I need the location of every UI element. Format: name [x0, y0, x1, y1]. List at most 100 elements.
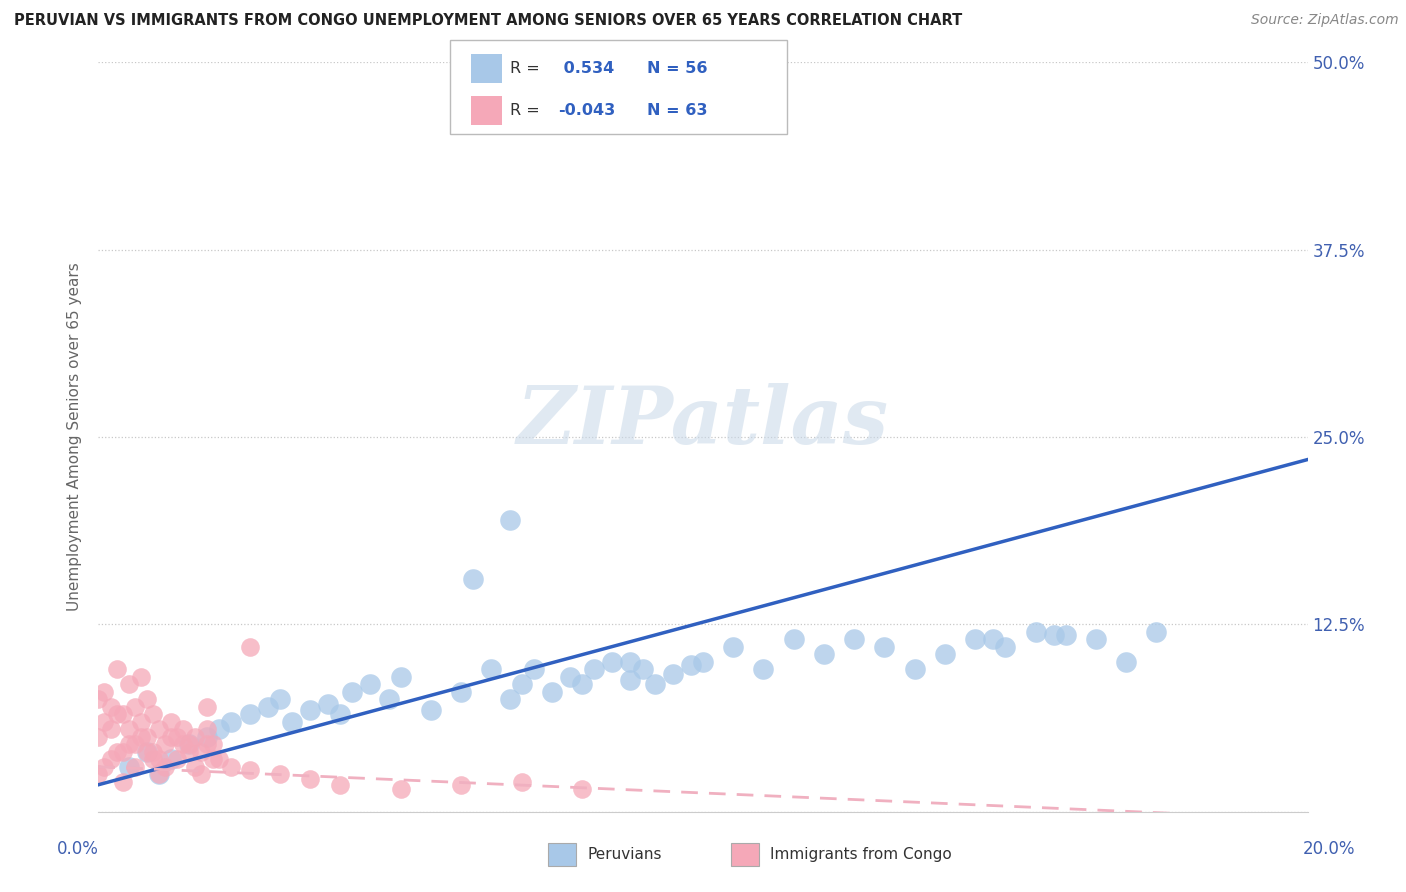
- Point: [135, 745, 157, 759]
- Point: [1115, 655, 1137, 669]
- Point: [510, 774, 533, 789]
- Point: [142, 745, 165, 759]
- Point: [172, 723, 194, 737]
- Point: [269, 692, 291, 706]
- Point: [118, 737, 141, 751]
- Point: [148, 752, 170, 766]
- Text: Immigrants from Congo: Immigrants from Congo: [770, 847, 952, 862]
- Point: [692, 655, 714, 669]
- Point: [329, 778, 352, 792]
- Point: [148, 767, 170, 781]
- Text: R =: R =: [510, 103, 540, 119]
- Point: [135, 730, 157, 744]
- Point: [179, 745, 201, 759]
- Point: [965, 632, 987, 647]
- Point: [752, 662, 775, 676]
- Point: [631, 662, 654, 676]
- Point: [377, 692, 399, 706]
- Point: [844, 632, 866, 647]
- Point: [644, 677, 666, 691]
- Point: [195, 723, 218, 737]
- Point: [463, 573, 485, 587]
- Point: [540, 685, 562, 699]
- Point: [1085, 632, 1108, 647]
- Point: [105, 662, 128, 676]
- Point: [1144, 624, 1167, 639]
- Point: [202, 737, 225, 751]
- Point: [142, 752, 165, 766]
- Point: [105, 707, 128, 722]
- Point: [118, 677, 141, 691]
- Point: [87, 767, 110, 781]
- Point: [129, 714, 152, 729]
- Point: [498, 692, 520, 706]
- Point: [118, 723, 141, 737]
- Point: [316, 697, 339, 711]
- Point: [602, 655, 624, 669]
- Point: [148, 767, 170, 781]
- Point: [129, 730, 152, 744]
- Point: [179, 737, 201, 751]
- Point: [208, 723, 231, 737]
- Point: [299, 772, 322, 786]
- Point: [558, 670, 581, 684]
- Text: N = 63: N = 63: [647, 103, 707, 119]
- Point: [111, 774, 134, 789]
- Point: [873, 640, 896, 654]
- Point: [420, 703, 443, 717]
- Point: [329, 707, 352, 722]
- Text: R =: R =: [510, 61, 540, 76]
- Point: [783, 632, 806, 647]
- Point: [153, 760, 176, 774]
- Point: [1054, 628, 1077, 642]
- Point: [166, 730, 188, 744]
- Point: [281, 714, 304, 729]
- Text: PERUVIAN VS IMMIGRANTS FROM CONGO UNEMPLOYMENT AMONG SENIORS OVER 65 YEARS CORRE: PERUVIAN VS IMMIGRANTS FROM CONGO UNEMPL…: [14, 13, 962, 29]
- Point: [994, 640, 1017, 654]
- Point: [124, 699, 146, 714]
- Point: [239, 707, 262, 722]
- Point: [619, 655, 641, 669]
- Point: [571, 782, 593, 797]
- Point: [904, 662, 927, 676]
- Point: [135, 692, 157, 706]
- Point: [389, 670, 412, 684]
- Point: [239, 763, 262, 777]
- Point: [1024, 624, 1046, 639]
- Point: [172, 737, 194, 751]
- Point: [184, 760, 207, 774]
- Point: [160, 730, 183, 744]
- Point: [93, 714, 115, 729]
- Point: [153, 737, 176, 751]
- Point: [100, 752, 122, 766]
- Point: [195, 699, 218, 714]
- Y-axis label: Unemployment Among Seniors over 65 years: Unemployment Among Seniors over 65 years: [67, 263, 83, 611]
- Point: [195, 737, 218, 751]
- Point: [934, 648, 956, 662]
- Point: [105, 745, 128, 759]
- Point: [87, 730, 110, 744]
- Point: [221, 760, 243, 774]
- Point: [124, 760, 146, 774]
- Point: [342, 685, 364, 699]
- Point: [179, 737, 201, 751]
- Point: [583, 662, 606, 676]
- Point: [571, 677, 593, 691]
- Point: [450, 778, 472, 792]
- Point: [87, 692, 110, 706]
- Point: [523, 662, 546, 676]
- Point: [723, 640, 745, 654]
- Point: [111, 745, 134, 759]
- Point: [679, 657, 702, 672]
- Point: [100, 699, 122, 714]
- Point: [129, 670, 152, 684]
- Point: [299, 703, 322, 717]
- Point: [142, 707, 165, 722]
- Point: [93, 760, 115, 774]
- Text: 0.0%: 0.0%: [56, 840, 98, 858]
- Point: [239, 640, 262, 654]
- Point: [166, 752, 188, 766]
- Point: [360, 677, 382, 691]
- Point: [1042, 628, 1064, 642]
- Point: [256, 699, 278, 714]
